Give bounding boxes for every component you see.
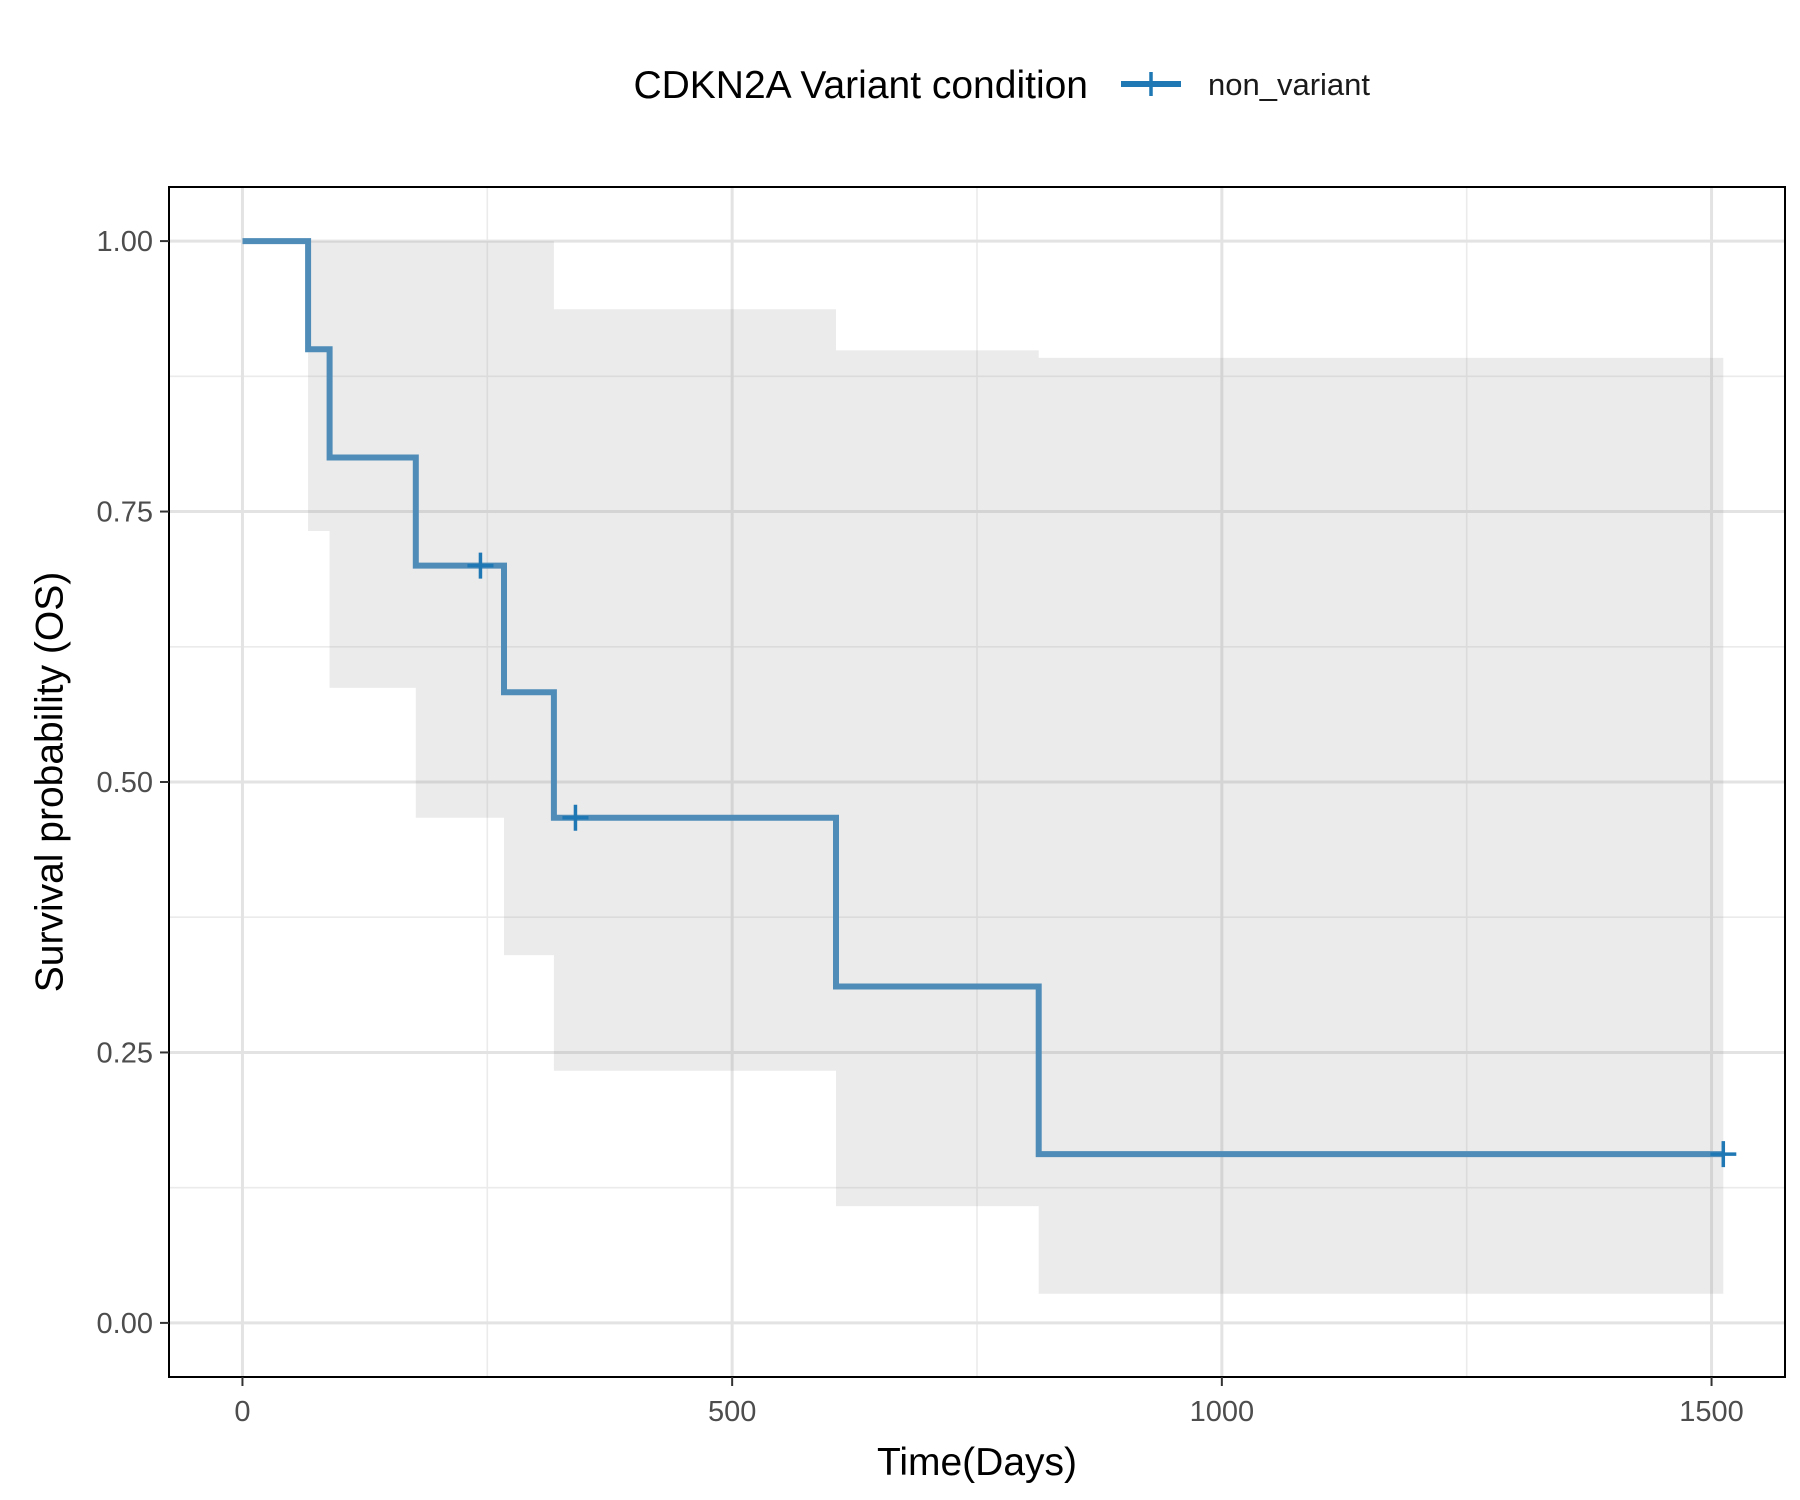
x-axis-title: Time(Days): [877, 1441, 1077, 1484]
legend-title: CDKN2A Variant condition: [633, 64, 1088, 107]
y-tick-label: 0.75: [97, 497, 153, 529]
legend-key-icon: [1121, 72, 1181, 96]
y-tick-label: 1.00: [97, 226, 153, 258]
plot-area: 0 500 1000 1500 0.00 0.25 0.50 0.75 1.00: [97, 186, 1786, 1428]
legend-label-non-variant: non_variant: [1208, 67, 1370, 102]
confidence-band: [242, 241, 1724, 1294]
x-tick-label: 1000: [1190, 1396, 1255, 1428]
x-tick-label: 1500: [1679, 1396, 1744, 1428]
censor-mark: [562, 804, 589, 831]
x-tick-label: 0: [234, 1396, 250, 1428]
y-tick-label: 0.50: [97, 767, 153, 799]
x-tick-label: 500: [708, 1396, 756, 1428]
censor-mark: [1710, 1141, 1737, 1168]
y-tick-label: 0.00: [97, 1308, 153, 1340]
y-axis-title: Survival probability (OS): [28, 572, 71, 992]
legend: CDKN2A Variant condition non_variant: [633, 64, 1370, 107]
censor-mark: [467, 552, 494, 579]
y-tick-label: 0.25: [97, 1037, 153, 1069]
legend-key-censor-mark: [1139, 72, 1163, 96]
survival-curve-non-variant: [242, 238, 1724, 1158]
